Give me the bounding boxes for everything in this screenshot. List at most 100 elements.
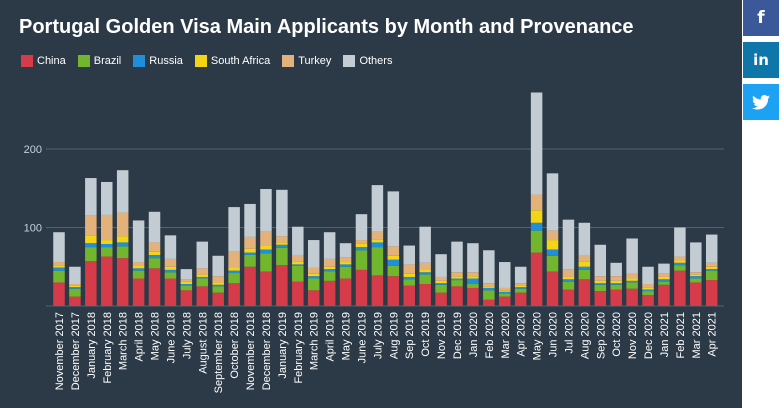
bar-segment[interactable] [101,240,113,244]
bar-segment[interactable] [690,276,702,279]
bar-segment[interactable] [292,254,304,262]
bar-segment[interactable] [690,278,702,283]
bar-segment[interactable] [546,173,559,231]
bar-segment[interactable] [228,283,240,307]
bar-segment[interactable] [212,255,224,277]
bar-segment[interactable] [578,222,591,255]
bar-segment[interactable] [53,282,65,306]
bar-segment[interactable] [403,276,415,280]
bar-segment[interactable] [467,287,479,306]
bar-segment[interactable] [307,290,320,306]
bar-segment[interactable] [260,245,272,250]
bar-segment[interactable] [674,270,686,307]
bar-segment[interactable] [196,274,209,277]
bar-segment[interactable] [228,251,240,268]
bar-segment[interactable] [483,299,495,306]
bar-segment[interactable] [419,272,431,275]
bar-segment[interactable] [626,238,638,274]
bar-segment[interactable] [132,268,145,271]
bar-segment[interactable] [101,214,113,241]
bar-segment[interactable] [148,251,161,255]
bar-segment[interactable] [116,212,129,237]
bar-segment[interactable] [610,280,622,284]
bar-segment[interactable] [228,267,240,271]
bar-segment[interactable] [467,278,479,285]
bar-segment[interactable] [323,271,336,281]
bar-segment[interactable] [292,265,304,282]
bar-segment[interactable] [307,276,320,279]
legend-item[interactable]: Brazil [77,55,121,67]
bar-segment[interactable] [530,194,543,211]
bar-segment[interactable] [674,256,686,261]
bar-segment[interactable] [562,269,575,277]
bar-segment[interactable] [403,279,415,286]
bar-segment[interactable] [276,236,288,243]
bar-segment[interactable] [53,232,65,263]
bar-segment[interactable] [499,291,511,294]
bar-segment[interactable] [116,246,129,259]
bar-segment[interactable] [323,269,336,272]
bar-segment[interactable] [642,287,654,290]
bar-segment[interactable] [642,284,654,288]
bar-segment[interactable] [244,254,256,267]
bar-segment[interactable] [483,250,495,284]
bar-segment[interactable] [196,268,209,275]
bar-segment[interactable] [276,265,288,306]
bar-segment[interactable] [164,269,177,273]
bar-segment[interactable] [435,254,447,277]
bar-segment[interactable] [276,247,288,266]
bar-segment[interactable] [626,278,638,281]
bar-segment[interactable] [705,262,718,267]
bar-segment[interactable] [132,278,145,306]
bar-segment[interactable] [499,287,511,291]
bar-segment[interactable] [578,269,591,280]
bar-segment[interactable] [212,276,224,283]
bar-segment[interactable] [69,285,81,288]
bar-segment[interactable] [642,295,654,306]
bar-segment[interactable] [339,264,352,267]
bar-segment[interactable] [530,252,543,306]
bar-segment[interactable] [196,286,209,307]
bar-segment[interactable] [53,267,65,271]
bar-segment[interactable] [514,285,527,288]
bar-segment[interactable] [260,231,272,246]
bar-segment[interactable] [212,286,224,293]
bar-segment[interactable] [562,276,575,280]
bar-segment[interactable] [578,266,591,270]
bar-segment[interactable] [578,254,591,262]
bar-segment[interactable] [69,296,81,306]
bar-segment[interactable] [690,274,702,277]
bar-segment[interactable] [164,258,177,267]
bar-segment[interactable] [435,283,447,285]
legend-item[interactable]: China [21,55,66,67]
bar-segment[interactable] [196,241,209,269]
bar-segment[interactable] [180,281,193,285]
bar-segment[interactable] [85,178,97,216]
bar-segment[interactable] [228,270,240,274]
bar-segment[interactable] [212,292,224,306]
bar-segment[interactable] [594,291,607,306]
bar-segment[interactable] [85,243,97,248]
bar-segment[interactable] [626,288,638,306]
bar-segment[interactable] [212,282,224,285]
bar-segment[interactable] [483,283,495,287]
bar-segment[interactable] [467,272,479,277]
bar-segment[interactable] [419,262,431,270]
bar-segment[interactable] [435,276,447,281]
bar-segment[interactable] [435,292,447,306]
bar-segment[interactable] [212,284,224,287]
bar-segment[interactable] [387,191,400,247]
bar-segment[interactable] [85,235,97,244]
bar-segment[interactable] [451,241,463,273]
bar-segment[interactable] [562,219,575,270]
bar-segment[interactable] [292,264,304,266]
bar-segment[interactable] [419,284,431,306]
bar-segment[interactable] [658,276,670,280]
bar-segment[interactable] [355,243,368,248]
bar-segment[interactable] [562,289,575,306]
bar-segment[interactable] [164,235,177,259]
bar-segment[interactable] [148,258,161,269]
bar-segment[interactable] [530,92,543,195]
bar-segment[interactable] [260,271,272,306]
bar-segment[interactable] [371,247,384,276]
